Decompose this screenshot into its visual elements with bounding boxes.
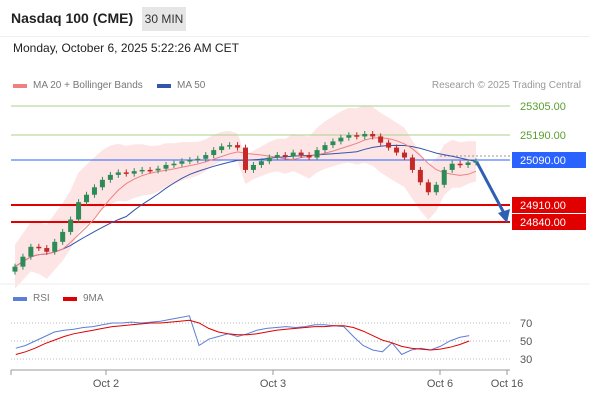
- ma50-label: MA 50: [177, 80, 206, 91]
- candle-body-31: [258, 161, 264, 165]
- legend-ma20: MA 20 + Bollinger Bands: [13, 80, 143, 91]
- rsi-label: RSI: [33, 293, 50, 304]
- ma20-label: MA 20 + Bollinger Bands: [33, 80, 143, 91]
- candle-body-52: [425, 182, 431, 193]
- candle-body-30: [250, 164, 256, 170]
- candle-body-5: [52, 241, 58, 252]
- candle-body-43: [354, 135, 360, 137]
- candle-body-25: [211, 150, 217, 156]
- candle-body-36: [298, 152, 304, 156]
- candle-body-9: [84, 194, 90, 203]
- candle-body-38: [314, 150, 320, 158]
- candle-body-11: [99, 179, 105, 188]
- level-label-1: 25190.00: [520, 130, 566, 142]
- ma20-swatch: [13, 83, 27, 88]
- candle-body-53: [433, 184, 439, 193]
- candle-body-21: [179, 161, 185, 164]
- candle-body-32: [266, 157, 272, 162]
- candle-body-6: [60, 231, 66, 242]
- level-tag-2: [512, 152, 586, 168]
- candle-body-56: [457, 163, 463, 166]
- candle-body-7: [68, 219, 74, 232]
- candle-body-51: [417, 169, 423, 183]
- legend-ma50: MA 50: [157, 80, 205, 91]
- candle-body-14: [123, 172, 129, 174]
- rsi-level-label-0: 70: [520, 318, 532, 330]
- timestamp: Monday, October 6, 2025 5:22:26 AM CET: [13, 41, 239, 55]
- candle-body-22: [187, 160, 193, 162]
- candle-body-17: [147, 169, 153, 172]
- candle-body-34: [282, 155, 288, 157]
- candle-body-35: [290, 152, 296, 157]
- candle-body-37: [306, 155, 312, 158]
- candle-body-27: [227, 145, 233, 147]
- rsi-swatch: [13, 296, 27, 301]
- rsi-level-label-1: 50: [520, 336, 532, 348]
- candle-body-49: [401, 152, 407, 158]
- x-tick-label-1: Oct 3: [260, 378, 286, 390]
- candle-body-33: [274, 155, 280, 158]
- candle-body-47: [386, 142, 392, 148]
- chart-header: Nasdaq 100 (CME) 30 MIN: [0, 0, 590, 38]
- candle-body-19: [163, 164, 169, 169]
- candle-body-18: [155, 168, 161, 171]
- candle-body-40: [330, 141, 336, 146]
- level-tag-4: [512, 214, 586, 230]
- candle-body-48: [394, 147, 400, 153]
- candle-body-20: [171, 163, 177, 166]
- candle-body-13: [115, 172, 121, 175]
- instrument-title: Nasdaq 100 (CME): [11, 10, 134, 26]
- candle-body-29: [243, 147, 248, 170]
- level-label-2: 25090.00: [520, 155, 566, 167]
- candle-body-10: [91, 187, 97, 195]
- candle-body-1: [20, 256, 26, 267]
- candle-body-26: [219, 146, 225, 151]
- candle-body-46: [378, 136, 384, 143]
- level-label-0: 25305.00: [520, 101, 566, 113]
- rsi-ma-label: 9MA: [83, 293, 104, 304]
- projection-arrow-line: [475, 161, 507, 216]
- candle-body-45: [370, 133, 376, 137]
- rsi-level-label-2: 30: [520, 354, 532, 366]
- candle-body-50: [409, 157, 415, 170]
- projection-arrow-head: [498, 209, 510, 223]
- candle-body-42: [346, 135, 352, 138]
- candle-body-58: [473, 161, 479, 163]
- level-tag-3: [512, 197, 586, 213]
- candle-body-41: [338, 137, 344, 142]
- candle-body-44: [362, 133, 368, 137]
- candle-body-54: [441, 169, 447, 185]
- rsi-ma-swatch: [63, 296, 77, 301]
- candle-body-0: [12, 266, 18, 272]
- candle-body-12: [107, 174, 113, 180]
- candle-body-16: [139, 169, 145, 172]
- candle-body-28: [235, 145, 241, 148]
- candle-body-8: [76, 202, 82, 220]
- x-tick-label-0: Oct 2: [93, 378, 119, 390]
- x-tick-label-2: Oct 6: [427, 378, 453, 390]
- header-divider: [0, 36, 590, 37]
- candle-body-24: [203, 155, 209, 159]
- rsi-ma-line: [15, 319, 470, 355]
- timeframe-badge[interactable]: 30 MIN: [142, 7, 186, 31]
- legend-rsi: RSI: [13, 293, 50, 304]
- candle-body-2: [28, 246, 34, 257]
- credit-text: Research © 2025 Trading Central: [431, 80, 581, 91]
- candle-body-55: [449, 163, 455, 170]
- candle-body-15: [131, 171, 137, 174]
- candle-body-23: [195, 158, 201, 161]
- candle-body-39: [322, 145, 328, 151]
- level-label-3: 24910.00: [520, 200, 566, 212]
- candle-body-3: [36, 246, 42, 249]
- candle-body-4: [44, 248, 50, 252]
- ma50-swatch: [157, 83, 171, 88]
- legend-rsi-ma: 9MA: [63, 293, 104, 304]
- candle-body-57: [465, 162, 471, 165]
- x-tick-label-3: Oct 16: [491, 378, 523, 390]
- level-label-4: 24840.00: [520, 217, 566, 229]
